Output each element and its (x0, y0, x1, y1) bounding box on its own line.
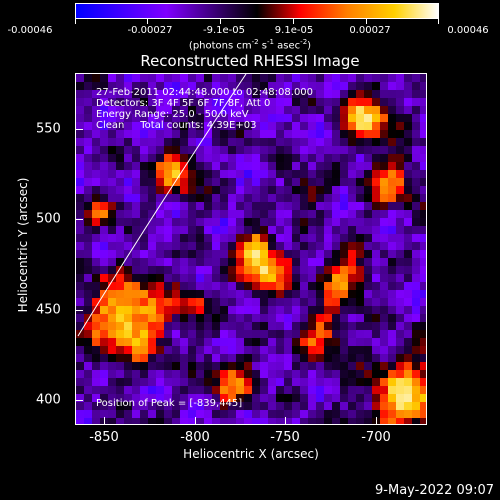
info-time-range: 27-Feb-2011 02:44:48.000 to 02:48:08.000 (96, 87, 314, 98)
x-tick-label: -800 (180, 430, 210, 445)
info-energy-range: Energy Range: 25.0 - 50.0 keV (96, 109, 249, 120)
y-tick (75, 400, 83, 401)
colorbar-tick (220, 19, 221, 24)
y-tick (75, 310, 83, 311)
y-axis-title: Heliocentric Y (arcsec) (16, 177, 30, 313)
colorbar-label: -9.1e-05 (203, 25, 245, 36)
plot-title: Reconstructed RHESSI Image (140, 52, 360, 70)
colorbar-label: 0.00027 (349, 25, 391, 36)
x-tick (104, 417, 105, 425)
y-tick-label: 500 (36, 211, 61, 227)
y-tick (75, 129, 83, 130)
x-tick (195, 417, 196, 425)
x-tick (376, 417, 377, 425)
reconstructed-image (76, 74, 426, 424)
info-detectors: Detectors: 3F 4F 5F 6F 7F 8F, Att 0 (96, 98, 271, 109)
colorbar-label: -0.00027 (127, 25, 173, 36)
datestamp: 9-May-2022 09:07 (375, 483, 494, 498)
colorbar (75, 3, 439, 19)
x-tick-label: -700 (361, 430, 391, 445)
y-tick (75, 219, 83, 220)
colorbar-label: -0.00046 (7, 25, 53, 36)
limb-overlay (77, 74, 247, 337)
colorbar-tick (75, 19, 76, 24)
colorbar-label: 9.1e-05 (274, 25, 314, 36)
image-plot: 27-Feb-2011 02:44:48.000 to 02:48:08.000… (75, 73, 427, 425)
colorbar-tick (438, 19, 439, 24)
x-axis-title: Heliocentric X (arcsec) (183, 447, 319, 461)
info-peak-position: Position of Peak = [-839,445] (96, 398, 243, 409)
colorbar-tick (293, 19, 294, 24)
info-total-counts: Clean Total counts: 4.39E+03 (96, 120, 257, 131)
y-tick-label: 400 (36, 392, 61, 408)
colorbar-units: (photons cm-2 s-1 asec-2) (188, 38, 312, 52)
x-tick-label: -750 (270, 430, 300, 445)
y-tick-label: 450 (36, 302, 61, 318)
x-tick (285, 417, 286, 425)
colorbar-label: 0.00046 (447, 25, 489, 36)
x-tick-label: -850 (89, 430, 119, 445)
y-tick-label: 550 (36, 121, 61, 137)
solar-limb-line (77, 74, 247, 337)
colorbar-tick (147, 19, 148, 24)
colorbar-tick (366, 19, 367, 24)
